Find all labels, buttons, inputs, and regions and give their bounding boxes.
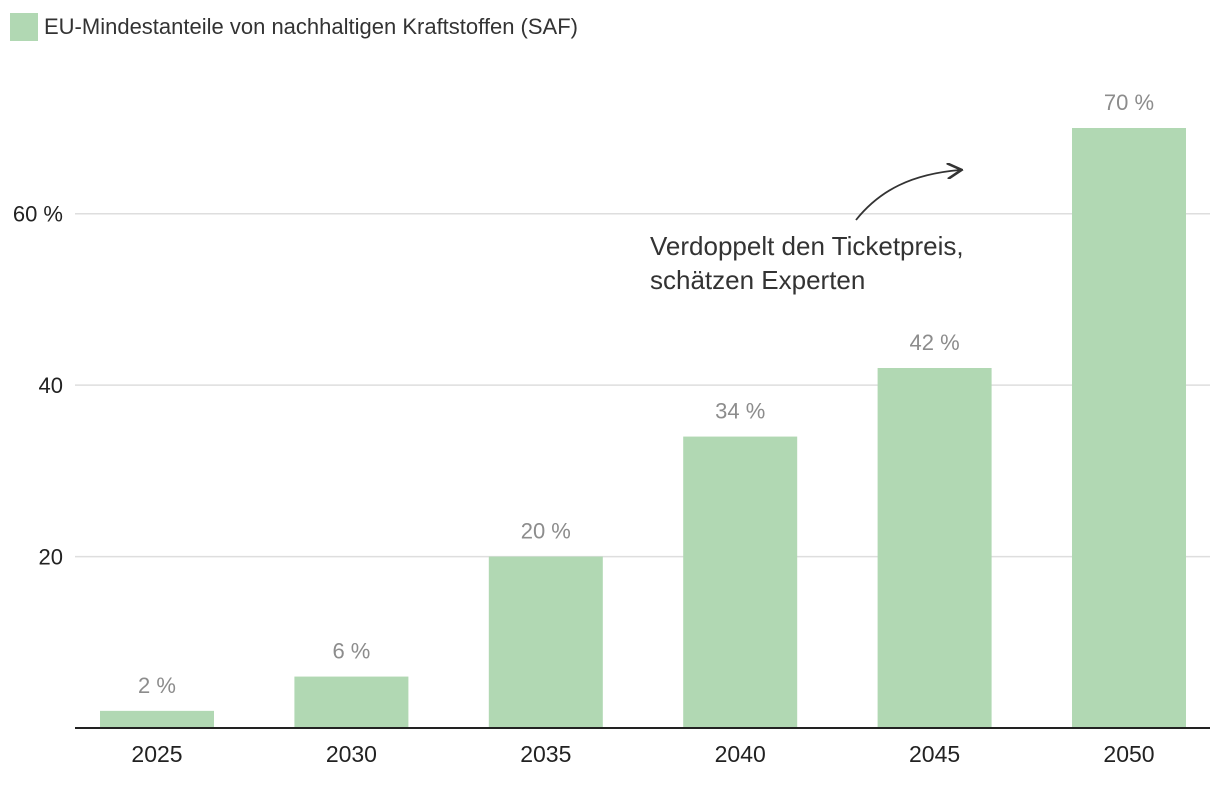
annotation-arrow (855, 170, 960, 221)
bar-2030 (294, 676, 409, 728)
data-label: 2 % (138, 673, 176, 698)
data-labels: 2 % 6 % 20 % 34 % 42 % 70 % (138, 90, 1154, 698)
data-label: 6 % (332, 639, 370, 664)
gridlines (75, 212, 1210, 558)
data-label: 34 % (715, 399, 765, 424)
y-tick-label: 60 % (13, 202, 63, 227)
bar-2025 (100, 710, 214, 728)
y-tick-label: 20 (39, 545, 63, 570)
x-tick-label: 2035 (520, 741, 571, 767)
x-axis-labels: 2025 2030 2035 2040 2045 2050 (131, 741, 1154, 767)
x-tick-label: 2040 (715, 741, 766, 767)
legend-swatch (10, 13, 38, 41)
bar-2050 (1072, 128, 1186, 728)
x-tick-label: 2045 (909, 741, 960, 767)
data-label: 42 % (910, 330, 960, 355)
y-tick-label: 40 (39, 373, 63, 398)
data-label: 70 % (1104, 90, 1154, 115)
x-tick-label: 2030 (326, 741, 377, 767)
legend: EU-Mindestanteile von nachhaltigen Kraft… (10, 13, 578, 41)
legend-label: EU-Mindestanteile von nachhaltigen Kraft… (44, 14, 578, 39)
bar-2035 (488, 556, 603, 728)
annotation-line-2: schätzen Experten (650, 265, 865, 295)
bar-2045 (877, 368, 992, 728)
annotation-line-1: Verdoppelt den Ticketpreis, (650, 231, 964, 261)
x-tick-label: 2050 (1103, 741, 1154, 767)
x-tick-label: 2025 (131, 741, 182, 767)
bars (100, 128, 1186, 728)
annotation: Verdoppelt den Ticketpreis, schätzen Exp… (650, 170, 964, 295)
y-axis-labels: 60 % 40 20 (13, 202, 63, 570)
bar-2040 (683, 436, 798, 728)
data-label: 20 % (521, 519, 571, 544)
